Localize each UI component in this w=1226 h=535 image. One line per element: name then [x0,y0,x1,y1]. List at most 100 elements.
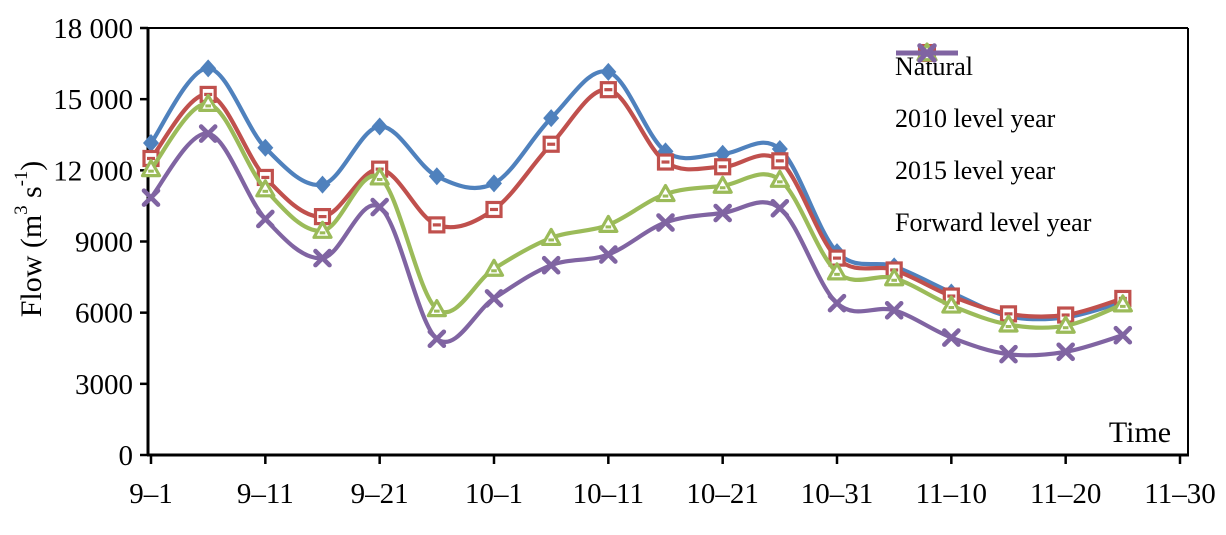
triangle-marker-dash [834,272,840,276]
x-tick-label: 10–31 [801,478,874,510]
x-marker-icon [313,248,332,268]
x-tick-label: 9–21 [351,478,409,510]
square-marker-dash [833,256,841,260]
triangle-marker-dash [1062,326,1069,330]
square-marker-dash [490,207,498,212]
x-marker-icon [713,203,732,223]
triangle-marker-icon [312,220,333,239]
triangle-marker-icon [1112,294,1133,313]
x-tick-label: 10–11 [573,478,644,510]
triangle-marker-icon [140,159,162,178]
legend-label: 2015 level year [895,156,1056,185]
x-marker-icon [827,293,847,313]
x-marker-icon [770,198,790,218]
x-tick-label: 10–1 [465,478,523,510]
legend-swatch-x [896,43,958,63]
square-marker-dash [432,223,441,227]
triangle-marker-dash [548,238,554,242]
y-tick-label: 15 000 [53,84,133,116]
triangle-marker-dash [262,189,269,193]
square-marker-dash [718,165,727,169]
x-marker-icon [484,289,504,308]
y-axis-title-text: Flow (m3 s-1) [11,160,48,318]
y-tick-label: 18 000 [53,13,133,45]
x-marker-icon [1056,342,1075,362]
triangle-marker-dash [205,104,211,108]
triangle-marker-icon [483,258,505,277]
x-marker-icon [656,213,675,232]
triangle-marker-icon [426,299,447,318]
triangle-marker-dash [1120,304,1126,308]
x-tick-label: 10–21 [686,478,759,510]
triangle-marker-dash [1005,325,1012,329]
x-tick-label: 11–10 [916,478,987,510]
square-marker-dash [661,160,670,164]
triangle-marker-dash [148,169,154,173]
triangle-marker-icon [655,183,676,203]
square-marker-dash [547,142,556,146]
diamond-marker-icon [143,134,159,153]
triangle-marker-icon [884,268,905,287]
diamond-marker-icon [314,175,331,194]
y-tick-label: 0 [119,440,134,472]
square-marker-dash [1061,313,1070,317]
x-tick-label: 11–30 [1144,478,1215,510]
triangle-marker-dash [948,306,955,310]
triangle-marker-icon [255,179,276,198]
square-marker-dash [147,156,155,161]
triangle-marker-dash [605,225,612,229]
y-tick-label: 12 000 [53,155,133,187]
x-tick-label: 9–11 [237,478,294,510]
triangle-marker-icon [712,175,733,194]
x-marker-icon [942,328,961,347]
legend-label: Forward level year [895,208,1092,237]
square-marker-dash [318,214,327,219]
y-axis: 0 3000 6000 9000 12 000 15 000 18 000 [53,13,148,472]
triangle-marker-icon [941,295,962,314]
diamond-marker-icon [486,174,502,193]
y-tick-label: 6000 [75,298,133,330]
series-2015-level-year [140,93,1133,334]
y-axis-title: Flow (m3 s-1) [11,103,50,375]
x-marker-icon [427,329,447,349]
diamond-marker-icon [543,109,560,128]
x-axis: 9–1 9–11 9–21 10–1 10–11 10–21 10–31 11–10 11–20… [129,455,1216,510]
x-marker-icon [256,209,275,229]
x-axis-title: Time [1108,416,1172,449]
x-marker-icon [999,344,1018,364]
triangle-marker-icon [769,169,790,188]
square-marker-dash [604,88,613,92]
series-forward-level-year [141,124,1133,364]
square-marker-dash [775,159,784,163]
triangle-marker-icon [369,167,390,186]
triangle-marker-dash [719,186,726,190]
y-tick-label: 9000 [75,227,133,259]
legend-item-2015-level-year: 2015 level year [893,42,1091,197]
x-marker-icon [884,300,904,320]
triangle-marker-icon [1055,315,1076,334]
triangle-marker-dash [319,231,326,235]
diamond-marker-icon [257,138,274,157]
triangle-marker-icon [598,214,619,233]
x-marker-icon [141,188,161,207]
triangle-marker-dash [491,269,497,273]
triangle-marker-dash [662,194,669,198]
diamond-marker-icon [600,62,617,81]
x-marker-icon [541,255,561,275]
x-marker-icon [917,43,937,63]
x-marker-icon [1113,325,1133,345]
square-marker-dash [261,175,270,180]
triangle-marker-dash [777,180,783,184]
x-marker-icon [370,197,389,217]
series-line [148,66,1125,322]
legend: Natural 2010 level year 2015 level year For… [893,41,1091,249]
legend-label: 2010 level year [895,104,1056,133]
diamond-marker-icon [371,117,388,136]
x-tick-label: 9–1 [129,478,173,510]
triangle-marker-icon [998,314,1019,333]
diamond-marker-icon [428,167,445,186]
x-tick-label: 11–20 [1030,478,1101,510]
triangle-marker-icon [198,93,219,113]
